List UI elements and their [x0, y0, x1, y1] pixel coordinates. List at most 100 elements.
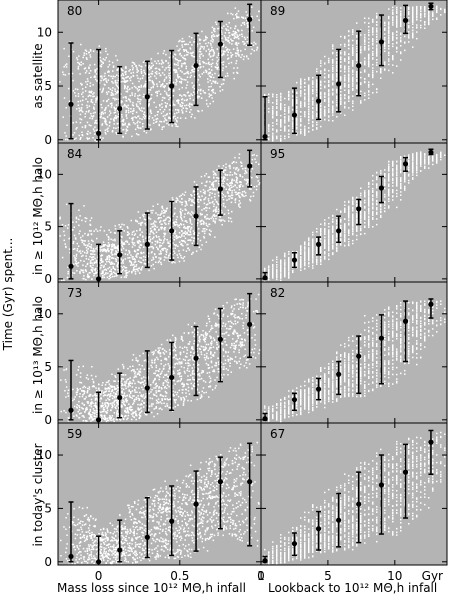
panel-id-label: 73: [67, 286, 82, 300]
median-point: [96, 559, 102, 565]
row-label-1: in ≥ 10¹² MΘ,h halo: [31, 157, 45, 275]
median-point: [262, 133, 268, 140]
median-point: [68, 553, 74, 560]
median-point: [262, 275, 268, 281]
median-point: [402, 161, 409, 167]
panel-background: [58, 143, 261, 282]
median-point: [315, 98, 322, 104]
x-tick-label: 0: [257, 569, 265, 583]
median-point: [428, 439, 434, 445]
median-point: [193, 62, 199, 69]
median-point: [262, 558, 268, 564]
y-tick-label: 10: [37, 25, 52, 39]
median-point: [169, 374, 175, 381]
median-point: [96, 417, 102, 423]
y-tick-label: 10: [37, 167, 52, 181]
scatter-cloud: [60, 293, 261, 423]
median-points: [262, 2, 434, 141]
scatter-cloud: [264, 431, 446, 565]
panel-id-label: 59: [67, 427, 82, 441]
median-point: [378, 39, 385, 45]
median-points: [262, 148, 434, 281]
median-point: [428, 149, 434, 156]
y-tick-label: 5: [44, 360, 52, 374]
median-point: [68, 101, 74, 107]
panel-id-label: 95: [270, 147, 285, 161]
median-point: [315, 241, 322, 247]
panel-1-left: 0 5 10 84: [37, 142, 262, 286]
panel-2-right: 82: [260, 281, 448, 424]
median-point: [247, 163, 253, 169]
median-point: [336, 81, 342, 87]
median-point: [193, 355, 199, 361]
median-point: [247, 479, 253, 485]
median-point: [193, 501, 199, 507]
median-point: [193, 213, 199, 219]
median-point: [217, 186, 223, 192]
panel-1-right: 95: [260, 142, 448, 283]
median-point: [402, 469, 409, 475]
x-tick-label: 1: [257, 569, 265, 583]
median-points: [68, 3, 253, 141]
median-point: [428, 3, 434, 10]
median-point: [144, 94, 150, 100]
y-tick-label: 0: [44, 133, 52, 147]
median-points: [262, 429, 434, 564]
median-point: [428, 301, 434, 307]
median-point: [356, 353, 362, 359]
y-tick-label: 0: [44, 555, 52, 569]
median-point: [96, 130, 102, 136]
median-point: [356, 206, 362, 212]
y-tick-label: 0: [44, 413, 52, 427]
panel-background: [58, 423, 261, 565]
median-point: [336, 228, 342, 234]
median-point: [217, 336, 223, 342]
median-point: [68, 263, 74, 269]
median-point: [262, 416, 268, 422]
median-point: [336, 517, 342, 523]
median-point: [144, 534, 150, 540]
row-label-2: in ≥ 10¹³ MΘ,h halo: [31, 296, 45, 414]
scatter-cloud: [264, 5, 446, 142]
median-point: [117, 252, 123, 258]
x-tick-label: 0.5: [170, 569, 189, 583]
median-point: [169, 518, 175, 524]
panel-id-label: 80: [67, 4, 82, 18]
median-point: [378, 335, 385, 341]
median-point: [169, 228, 175, 234]
row-label-0: as satellite: [31, 43, 45, 108]
median-point: [68, 407, 74, 413]
median-point: [217, 479, 223, 485]
median-point: [378, 185, 385, 191]
y-tick-label: 10: [37, 448, 52, 462]
median-point: [117, 394, 123, 401]
median-point: [378, 482, 385, 488]
median-points: [262, 298, 434, 422]
x-tick-label: 5: [324, 569, 332, 583]
panel-id-label: 89: [270, 4, 285, 18]
panel-2-left: 0 5 10 73: [37, 281, 262, 427]
row-label-3: in today's cluster: [31, 443, 45, 546]
median-point: [291, 257, 298, 263]
y-tick-label: 10: [37, 307, 52, 321]
x-unit-label: Gyr: [422, 569, 443, 583]
median-points: [68, 149, 253, 282]
median-point: [247, 16, 253, 22]
median-point: [315, 386, 322, 392]
median-point: [291, 397, 298, 403]
panel-0-left: 0 5 10 80: [37, 0, 262, 147]
x-tick-label: 0: [95, 569, 103, 583]
median-points: [68, 292, 253, 423]
scatter-cloud: [59, 6, 260, 142]
median-point: [96, 276, 102, 282]
median-point: [336, 371, 342, 377]
median-point: [315, 526, 322, 532]
panel-0-right: 89: [260, 0, 448, 144]
median-point: [356, 62, 362, 69]
y-super-label: Time (Gyr) spent...: [1, 238, 15, 352]
y-tick-label: 0: [44, 272, 52, 286]
panel-id-label: 84: [67, 147, 82, 161]
panel-frame: [260, 422, 448, 566]
median-point: [217, 41, 223, 47]
median-points: [68, 442, 253, 565]
